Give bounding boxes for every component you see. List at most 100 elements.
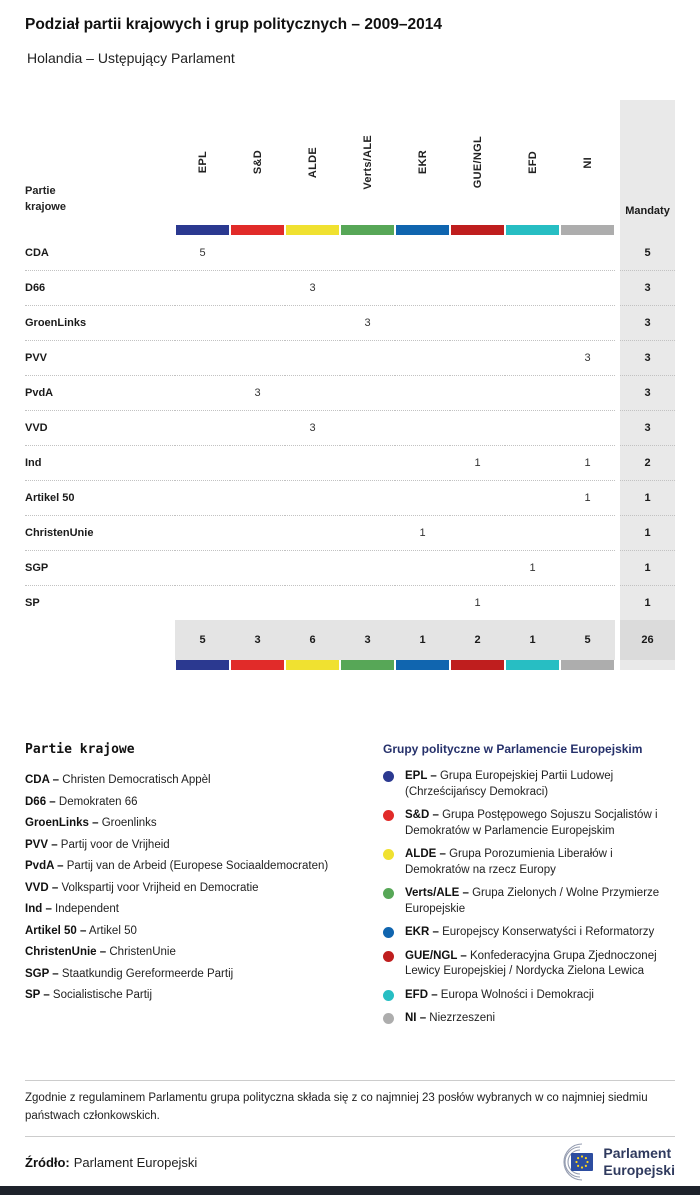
value-cell bbox=[340, 235, 395, 270]
group-header-gue-ngl: GUE/NGL bbox=[450, 100, 505, 225]
value-cell bbox=[230, 550, 285, 585]
party-abbr: D66 – bbox=[25, 795, 56, 808]
party-legend-item: ChristenUnie – ChristenUnie bbox=[25, 942, 383, 964]
value-cell bbox=[505, 445, 560, 480]
group-color-bar bbox=[175, 225, 230, 235]
legend-parties: Partie krajowe CDA – Christen Democratis… bbox=[25, 742, 383, 1035]
group-full-name: Europa Wolności i Demokracji bbox=[437, 988, 594, 1001]
party-legend-item: SGP – Staatkundig Gereformeerde Partij bbox=[25, 964, 383, 986]
group-legend-item: GUE/NGL – Konfederacyjna Grupa Zjednoczo… bbox=[383, 949, 675, 980]
value-cell bbox=[230, 445, 285, 480]
group-header-ekr: EKR bbox=[395, 100, 450, 225]
mandates-column-bg bbox=[620, 660, 675, 670]
mandates-cell: 2 bbox=[620, 445, 675, 480]
value-cell bbox=[505, 410, 560, 445]
page-subtitle: Holandia – Ustępujący Parlament bbox=[27, 50, 235, 66]
spacer-cell bbox=[25, 225, 175, 235]
party-abbr: SP – bbox=[25, 989, 50, 1001]
group-abbr: Verts/ALE – bbox=[405, 887, 469, 899]
value-cell bbox=[230, 585, 285, 620]
group-total-cell: 3 bbox=[340, 620, 395, 660]
party-column-header: Partie krajowe bbox=[25, 185, 66, 214]
value-cell bbox=[505, 235, 560, 270]
group-abbr: S&D – bbox=[405, 809, 439, 821]
mandates-cell: 3 bbox=[620, 270, 675, 305]
value-cell bbox=[285, 340, 340, 375]
group-description: NI – Niezrzeszeni bbox=[405, 1011, 495, 1027]
group-header-label: GUE/NGL bbox=[471, 136, 484, 189]
party-legend-item: Ind – Independent bbox=[25, 899, 383, 921]
value-cell: 5 bbox=[199, 246, 206, 259]
group-header-label: EKR bbox=[416, 150, 429, 175]
group-total-cell: 5 bbox=[560, 620, 615, 660]
value-cell bbox=[230, 235, 285, 270]
group-legend-item: Verts/ALE – Grupa Zielonych / Wolne Przy… bbox=[383, 886, 675, 917]
group-color-bar bbox=[230, 660, 285, 670]
value-cell bbox=[340, 480, 395, 515]
value-cell bbox=[505, 480, 560, 515]
value-cell bbox=[395, 550, 450, 585]
value-cell bbox=[395, 410, 450, 445]
value-cell bbox=[175, 270, 230, 305]
value-cell bbox=[285, 235, 340, 270]
value-cell bbox=[560, 270, 615, 305]
value-cell bbox=[395, 585, 450, 620]
value-cell bbox=[395, 480, 450, 515]
page-title: Podział partii krajowych i grup politycz… bbox=[25, 16, 442, 33]
group-legend-item: ALDE – Grupa Porozumienia Liberałów i De… bbox=[383, 847, 675, 878]
group-total-cell: 5 bbox=[175, 620, 230, 660]
group-full-name: Grupa Europejskiej Partii Ludowej (Chrze… bbox=[405, 770, 614, 798]
value-cell bbox=[340, 445, 395, 480]
value-cell bbox=[285, 550, 340, 585]
party-name: Artikel 50 bbox=[25, 480, 175, 515]
mandates-cell: 1 bbox=[620, 515, 675, 550]
value-cell: 1 bbox=[395, 515, 450, 550]
value-cell bbox=[560, 550, 615, 585]
party-name: GroenLinks bbox=[25, 305, 175, 340]
value-cell bbox=[505, 270, 560, 305]
party-full-name: Independent bbox=[51, 903, 119, 915]
group-full-name: Konfederacyjna Grupa Zjednoczonej Lewicy… bbox=[405, 949, 657, 978]
value-cell bbox=[340, 340, 395, 375]
eu-flag-stars bbox=[575, 1155, 590, 1169]
party-name: D66 bbox=[25, 270, 175, 305]
value-cell bbox=[560, 585, 615, 620]
group-color-dot bbox=[383, 989, 394, 1001]
party-full-name: Volkspartij voor Vrijheid en Democratie bbox=[58, 881, 259, 894]
value-cell bbox=[560, 235, 615, 270]
party-legend-item: VVD – Volkspartij voor Vrijheid en Democ… bbox=[25, 878, 383, 900]
party-name: CDA bbox=[25, 246, 49, 259]
group-total-cell: 1 bbox=[395, 620, 450, 660]
value-cell bbox=[340, 270, 395, 305]
totals-empty-cell bbox=[25, 620, 175, 660]
mandates-cell: 1 bbox=[620, 585, 675, 620]
group-color-bar bbox=[285, 225, 340, 235]
value-cell bbox=[285, 445, 340, 480]
party-abbr: PVV – bbox=[25, 838, 58, 851]
value-cell bbox=[505, 375, 560, 410]
party-legend-item: D66 – Demokraten 66 bbox=[25, 792, 383, 814]
group-full-name: Niezrzeszeni bbox=[426, 1012, 496, 1024]
party-legend-item: CDA – Christen Democratisch Appèl bbox=[25, 770, 383, 792]
value-cell bbox=[560, 375, 615, 410]
source-value: Parlament Europejski bbox=[73, 1154, 198, 1170]
group-color-bar bbox=[340, 225, 395, 235]
group-color-bar bbox=[450, 225, 505, 235]
group-legend-item: S&D – Grupa Postępowego Sojuszu Socjalis… bbox=[383, 808, 675, 839]
group-header-label: EPL bbox=[196, 151, 209, 174]
value-cell bbox=[340, 585, 395, 620]
value-cell: 3 bbox=[285, 270, 340, 305]
group-description: EKR – Europejscy Konserwatyści i Reforma… bbox=[405, 925, 654, 941]
value-cell bbox=[560, 515, 615, 550]
group-total-cell: 6 bbox=[285, 620, 340, 660]
party-full-name: Socialistische Partij bbox=[49, 989, 152, 1001]
value-cell bbox=[230, 305, 285, 340]
ep-logo: Parlament Europejski bbox=[546, 1142, 675, 1182]
value-cell bbox=[175, 305, 230, 340]
group-color-bar bbox=[450, 660, 505, 670]
group-description: S&D – Grupa Postępowego Sojuszu Socjalis… bbox=[405, 808, 675, 839]
footnote-block: Zgodnie z regulaminem Parlamentu grupa p… bbox=[25, 1080, 675, 1137]
group-abbr: ALDE – bbox=[405, 848, 446, 860]
value-cell: 1 bbox=[450, 445, 505, 480]
group-abbr: EKR – bbox=[405, 926, 439, 938]
